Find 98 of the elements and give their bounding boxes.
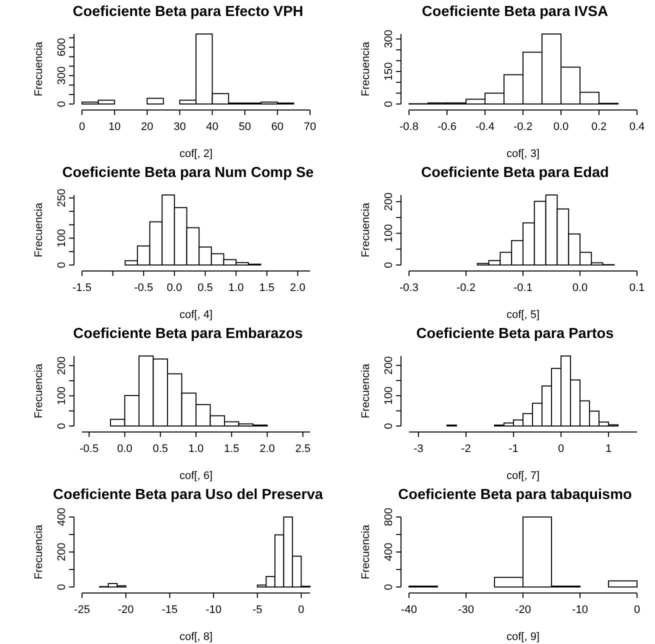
x-tick-label: 0.0 <box>166 282 182 294</box>
chart-title: Coeficiente Beta para Num Comp Se <box>62 165 314 181</box>
x-tick-label: -0.3 <box>400 282 418 294</box>
y-tick-label: 600 <box>56 38 68 56</box>
y-tick-label: 250 <box>56 188 68 208</box>
x-tick-label: -40 <box>401 604 417 616</box>
y-tick-label: 100 <box>383 386 395 405</box>
y-tick-label: 800 <box>383 508 395 526</box>
chart-title: Coeficiente Beta para IVSA <box>422 4 609 20</box>
x-tick-label: 0.0 <box>117 443 132 455</box>
x-tick-label: 0.5 <box>198 282 213 294</box>
x-tick-label: 20 <box>141 121 154 133</box>
x-tick-label: 0.2 <box>591 121 607 133</box>
x-axis-title: cof[, 9] <box>506 631 540 643</box>
chart-title: Coeficiente Beta para Efecto VPH <box>72 4 304 20</box>
x-tick-label: -0.6 <box>438 121 456 133</box>
y-tick-label: 0 <box>56 422 68 430</box>
x-tick-label: 1.5 <box>259 282 275 294</box>
x-tick-label: 50 <box>238 121 251 133</box>
y-tick-label: 200 <box>56 542 68 562</box>
x-tick-label: -25 <box>74 604 90 616</box>
y-axis-title: Frecuencia <box>360 40 372 96</box>
y-tick-label: 0 <box>383 584 395 590</box>
y-tick-label: 100 <box>383 224 395 243</box>
x-tick-label: 1.0 <box>228 282 244 294</box>
x-tick-label: 0 <box>558 443 564 455</box>
x-axis-title: cof[, 3] <box>506 148 540 160</box>
x-tick-label: -3 <box>414 443 424 455</box>
x-tick-label: 30 <box>174 121 186 133</box>
x-tick-label: 0.5 <box>152 443 168 455</box>
x-tick-label: -10 <box>572 604 588 616</box>
x-tick-label: -1.5 <box>72 282 92 294</box>
x-tick-label: 0.0 <box>553 121 569 133</box>
y-tick-label: 0 <box>56 262 68 268</box>
y-tick-label: 0 <box>383 100 395 108</box>
y-tick-label: 400 <box>56 508 68 526</box>
x-tick-label: 0.0 <box>572 282 588 294</box>
y-tick-label: 100 <box>56 386 68 406</box>
y-axis-title: Frecuencia <box>33 40 45 96</box>
x-tick-label: -2 <box>461 443 471 455</box>
x-tick-label: 2.0 <box>290 282 306 294</box>
x-tick-label: -15 <box>162 604 178 616</box>
y-axis-title: Frecuencia <box>33 362 45 418</box>
x-tick-label: -1 <box>508 443 518 455</box>
x-tick-label: -30 <box>458 604 474 616</box>
x-tick-label: 60 <box>271 121 284 133</box>
y-tick-label: 0 <box>383 262 395 268</box>
x-axis-title: cof[, 7] <box>506 470 540 482</box>
y-tick-label: 300 <box>383 30 395 48</box>
y-tick-label: 0 <box>56 100 68 108</box>
x-tick-label: -0.2 <box>456 282 476 294</box>
x-tick-label: 40 <box>206 121 218 133</box>
y-tick-label: 0 <box>383 422 395 430</box>
x-tick-label: -0.8 <box>400 121 418 133</box>
chart-title: Coeficiente Beta para Uso del Preserva <box>53 487 324 503</box>
x-tick-label: 2.0 <box>260 443 275 455</box>
x-tick-label: 1.5 <box>224 443 240 455</box>
chart-title: Coeficiente Beta para Embarazos <box>73 326 303 342</box>
y-tick-label: 400 <box>383 542 395 562</box>
x-tick-label: 0 <box>78 121 86 133</box>
y-tick-label: 200 <box>56 356 68 375</box>
x-tick-label: 1.0 <box>188 443 204 455</box>
y-axis-title: Frecuencia <box>33 202 45 258</box>
x-tick-label: 0.1 <box>629 282 645 294</box>
x-tick-label: -0.5 <box>134 282 154 294</box>
x-tick-label: 1 <box>605 443 612 455</box>
x-tick-label: 0 <box>298 604 304 616</box>
x-tick-label: -10 <box>206 604 222 616</box>
x-tick-label: -0.2 <box>514 121 532 133</box>
x-tick-label: -0.4 <box>476 121 494 133</box>
y-axis-title: Frecuencia <box>33 524 45 580</box>
x-tick-label: -0.1 <box>514 282 532 294</box>
chart-title: Coeficiente Beta para Edad <box>421 165 609 181</box>
x-axis-title: cof[, 4] <box>179 309 213 321</box>
x-tick-label: 70 <box>304 121 316 133</box>
x-tick-label: -0.5 <box>80 443 99 455</box>
y-axis-title: Frecuencia <box>360 524 372 580</box>
chart-title: Coeficiente Beta para Partos <box>416 326 614 342</box>
y-tick-label: 300 <box>56 66 68 85</box>
x-tick-label: 0.4 <box>629 121 645 133</box>
y-tick-label: 200 <box>383 356 395 375</box>
y-tick-label: 100 <box>56 229 68 248</box>
x-axis-title: cof[, 5] <box>506 309 540 321</box>
y-axis-title: Frecuencia <box>360 362 372 418</box>
x-tick-label: 10 <box>108 121 121 133</box>
y-tick-label: 150 <box>383 62 395 81</box>
x-tick-label: 2.5 <box>295 443 311 455</box>
x-axis-title: cof[, 8] <box>179 631 213 643</box>
y-tick-label: 0 <box>56 584 68 590</box>
y-tick-label: 200 <box>383 192 395 211</box>
chart-title: Coeficiente Beta para tabaquismo <box>398 487 632 503</box>
y-axis-title: Frecuencia <box>360 202 372 258</box>
x-axis-title: cof[, 2] <box>179 148 213 160</box>
x-tick-label: -20 <box>118 604 134 616</box>
x-tick-label: -5 <box>252 604 262 616</box>
x-tick-label: -20 <box>515 604 531 616</box>
x-axis-title: cof[, 6] <box>179 470 213 482</box>
x-tick-label: 0 <box>634 604 640 616</box>
